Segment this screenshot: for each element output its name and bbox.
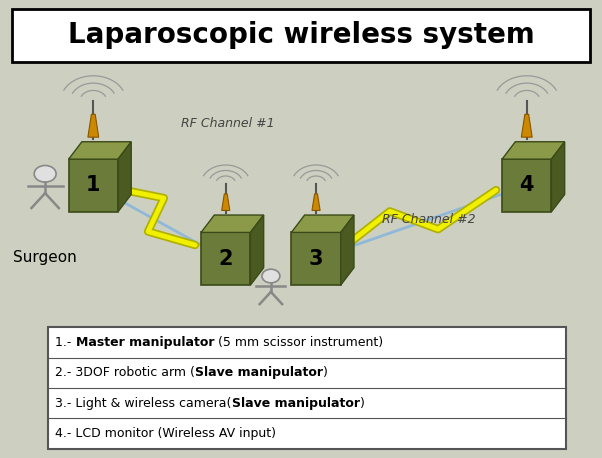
Polygon shape xyxy=(201,233,250,285)
Text: Slave manipulator: Slave manipulator xyxy=(232,397,360,410)
Polygon shape xyxy=(201,215,264,233)
Polygon shape xyxy=(502,159,551,212)
FancyBboxPatch shape xyxy=(48,327,566,449)
Text: 1.-: 1.- xyxy=(55,336,76,349)
Polygon shape xyxy=(291,233,341,285)
Polygon shape xyxy=(69,142,131,159)
Text: Master manipulator: Master manipulator xyxy=(76,336,214,349)
Text: Slave manipulator: Slave manipulator xyxy=(195,366,323,380)
Polygon shape xyxy=(222,194,230,211)
Polygon shape xyxy=(291,215,354,233)
Text: Patient: Patient xyxy=(240,341,302,356)
Text: 2: 2 xyxy=(219,249,233,269)
FancyBboxPatch shape xyxy=(12,9,590,62)
Circle shape xyxy=(34,165,56,182)
Text: 3.- Light & wireless camera(: 3.- Light & wireless camera( xyxy=(55,397,232,410)
Text: (5 mm scissor instrument): (5 mm scissor instrument) xyxy=(214,336,383,349)
Text: 2.- 3DOF robotic arm (: 2.- 3DOF robotic arm ( xyxy=(55,366,195,380)
Polygon shape xyxy=(551,142,565,212)
Circle shape xyxy=(262,269,280,283)
Text: RF Channel #1: RF Channel #1 xyxy=(181,117,275,130)
Polygon shape xyxy=(521,114,532,137)
Polygon shape xyxy=(88,114,99,137)
Polygon shape xyxy=(502,142,565,159)
Text: 3: 3 xyxy=(309,249,323,269)
Text: 1: 1 xyxy=(86,175,101,196)
Text: Laparoscopic wireless system: Laparoscopic wireless system xyxy=(67,22,535,49)
Text: 4: 4 xyxy=(520,175,534,196)
Text: ): ) xyxy=(360,397,365,410)
Text: 4.- LCD monitor (Wireless AV input): 4.- LCD monitor (Wireless AV input) xyxy=(55,427,276,440)
Polygon shape xyxy=(312,194,320,211)
Polygon shape xyxy=(250,215,264,285)
Polygon shape xyxy=(118,142,131,212)
Polygon shape xyxy=(69,159,118,212)
Text: ): ) xyxy=(323,366,328,380)
Text: RF Channel #2: RF Channel #2 xyxy=(382,213,476,226)
Polygon shape xyxy=(341,215,354,285)
Text: Surgeon: Surgeon xyxy=(13,250,77,265)
